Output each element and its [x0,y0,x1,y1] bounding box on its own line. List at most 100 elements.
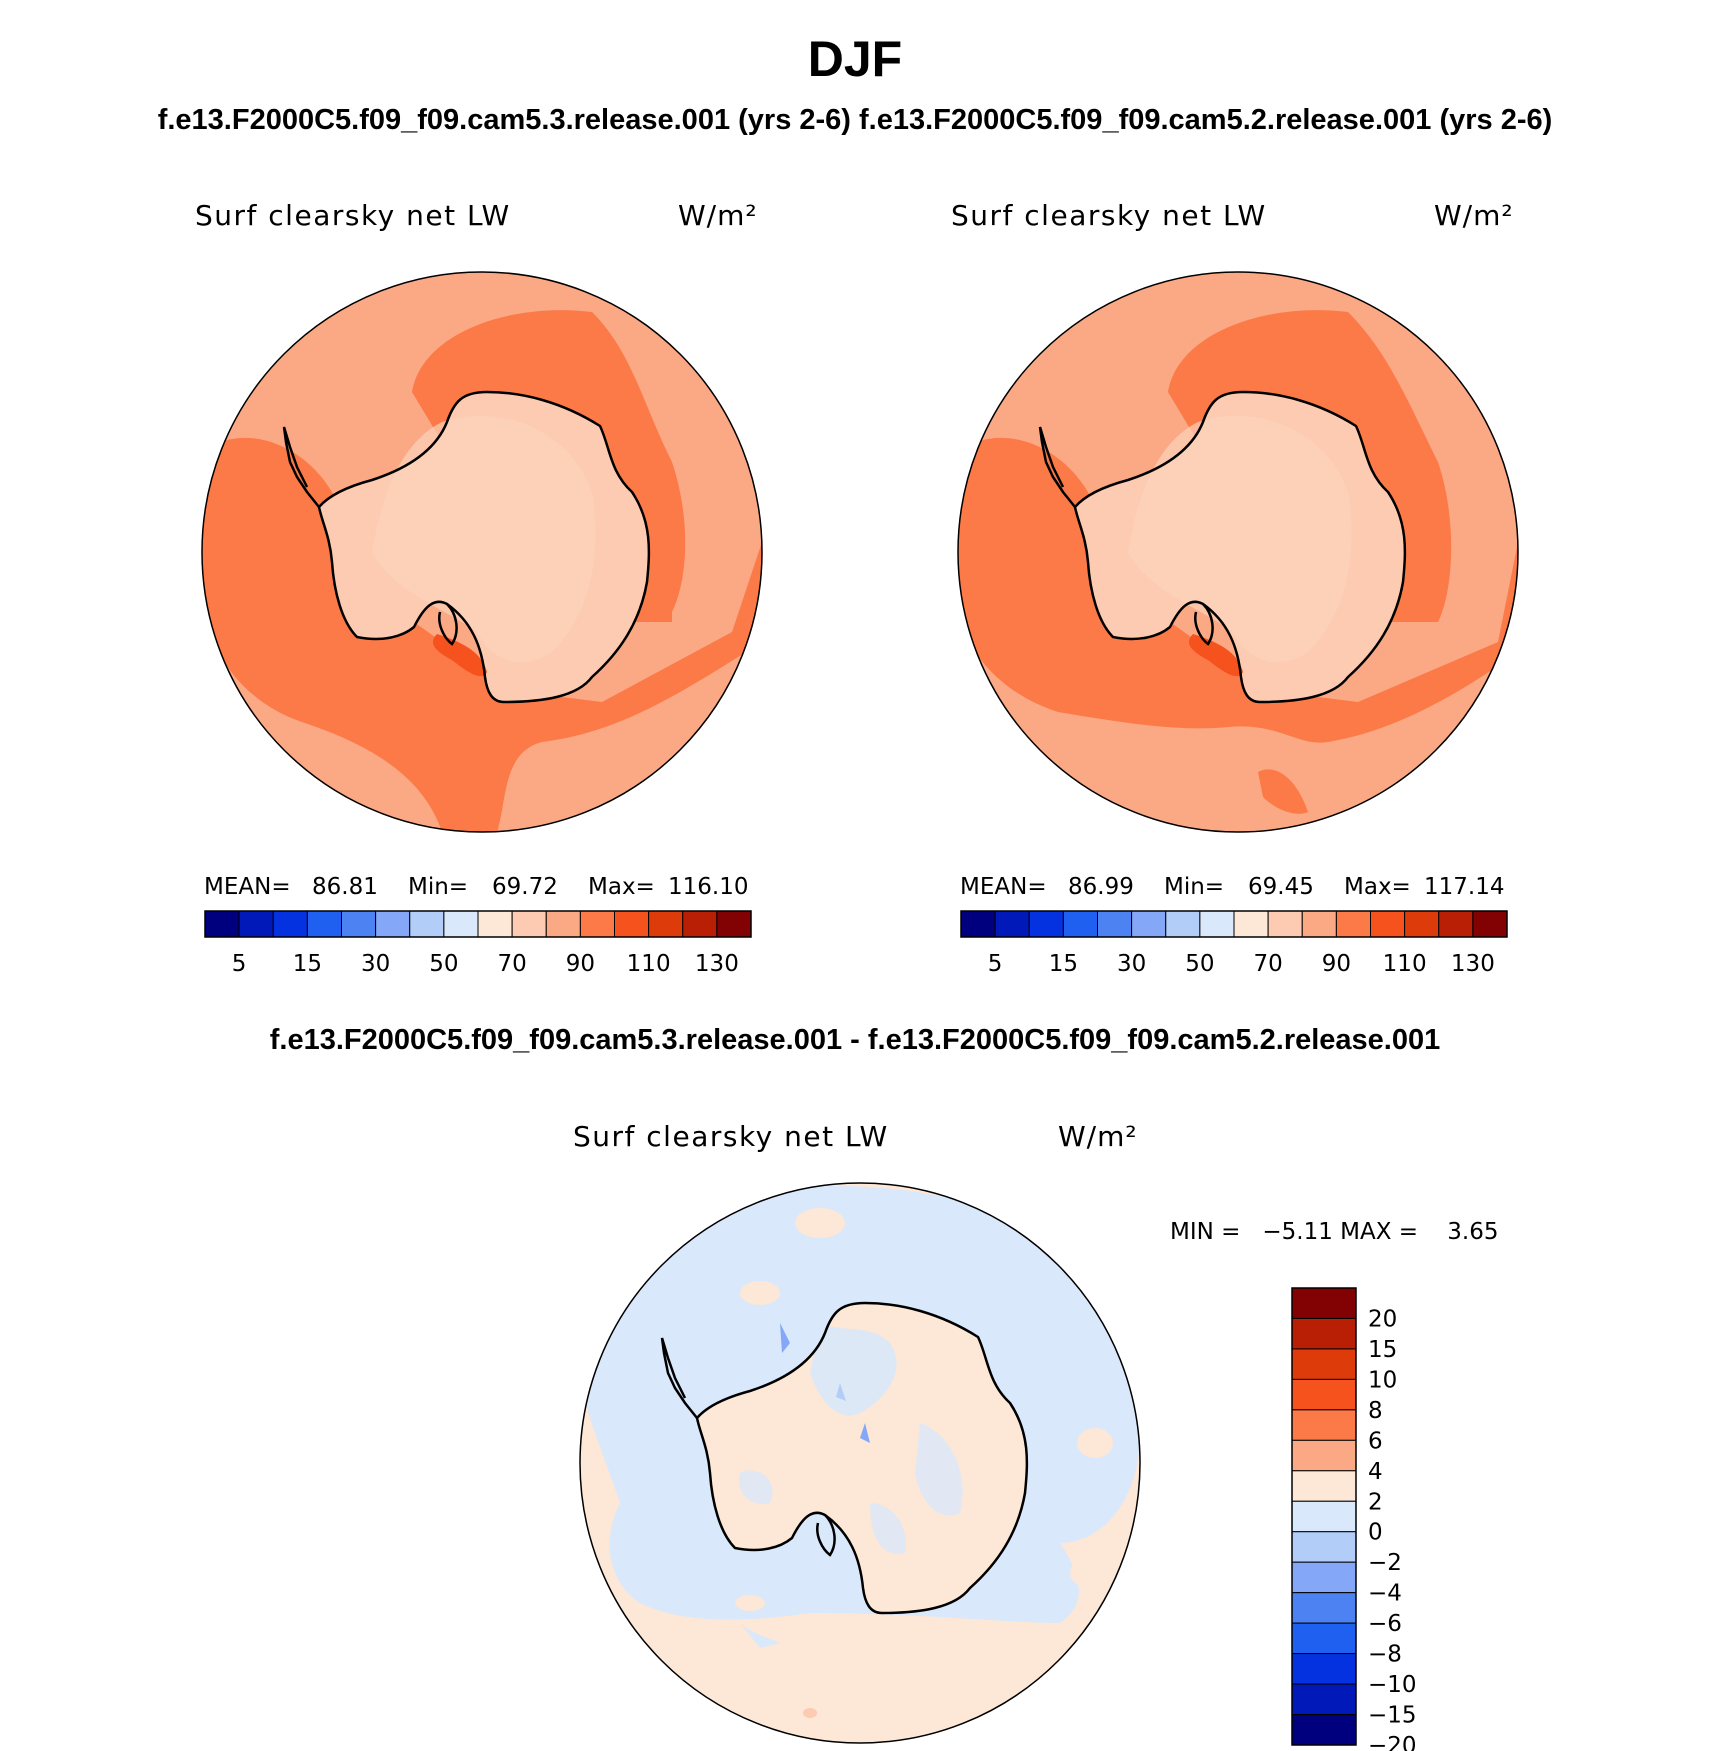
colorbar-swatch [1370,910,1406,938]
colorbar-swatch [1291,1683,1357,1716]
colorbar-swatch [1291,1531,1357,1563]
colorbar-swatch [1291,1653,1357,1685]
colorbar-tick-label: 50 [429,951,458,977]
colorbar-swatch [1062,910,1098,938]
panel-2-max-value: 117.14 [1424,874,1504,900]
colorbar-tick-label: 5 [232,951,247,977]
colorbar-swatch [1291,1500,1357,1533]
colorbar-tick-label: 5 [988,951,1003,977]
colorbar-swatch [511,910,547,938]
colorbar-frame [204,910,752,938]
colorbar-tick-label: −20 [1368,1733,1417,1751]
panel-1-mean-label: MEAN= [204,874,291,900]
colorbar-frame [960,910,1508,938]
colorbar-swatch [1199,910,1235,938]
map-panel-1 [201,271,763,833]
panel-1-min-value: 69.72 [492,874,558,900]
colorbar-tick-label: −15 [1368,1703,1417,1729]
panel-2-title: Surf clearsky net LW [951,199,1267,232]
colorbar-swatch [682,910,718,938]
colorbar-tick-label: 6 [1368,1428,1383,1454]
colorbar-swatch [1291,1317,1357,1350]
colorbar-tick-label: −4 [1368,1581,1402,1607]
colorbar-tick-label: 15 [293,951,322,977]
colorbar-swatch [1028,910,1064,938]
colorbar-swatch [1291,1714,1357,1746]
panel-2-min-value: 69.45 [1248,874,1314,900]
colorbar-swatch [341,910,377,938]
colorbar-swatch [614,910,650,938]
map-panel-difference [579,1182,1141,1744]
colorbar-swatch [409,910,445,938]
panel-1-max-label: Max= [588,874,655,900]
colorbar-tick-label: 70 [1253,951,1282,977]
colorbar-swatch [1291,1622,1357,1655]
colorbar-tick-label: 50 [1185,951,1214,977]
colorbar-tick-label: 110 [1383,951,1427,977]
panel-1-colorbar: 5 15 30 50 70 90 110 130 [204,910,752,977]
colorbar-swatch [1291,1470,1357,1502]
panel-1-title: Surf clearsky net LW [195,199,511,232]
colorbar-tick-label: −8 [1368,1642,1402,1668]
colorbar-swatch [375,910,411,938]
colorbar-tick-label: 10 [1368,1367,1397,1393]
colorbar-swatch [579,910,615,938]
colorbar-swatch [272,910,308,938]
colorbar-swatch [1097,910,1133,938]
colorbar-swatch [1291,1378,1357,1411]
colorbar-swatch [1267,910,1303,938]
colorbar-swatch [1131,910,1167,938]
panel-1-min-label: Min= [408,874,468,900]
panel-1-max-value: 116.10 [668,874,748,900]
colorbar-swatch [306,910,342,938]
colorbar-tick-label: 90 [1322,951,1351,977]
colorbar-swatch [1404,910,1440,938]
colorbar-swatch [1233,910,1269,938]
figure-title: DJF [807,31,903,87]
panel-2-max-label: Max= [1344,874,1411,900]
colorbar-swatch [477,910,513,938]
case-titles: f.e13.F2000C5.f09_f09.cam5.3.release.001… [157,104,1553,136]
panel-2-min-label: Min= [1164,874,1224,900]
colorbar-swatch [1291,1561,1357,1594]
colorbar-swatch [204,910,240,938]
panel-2-colorbar: 5 15 30 50 70 90 110 130 [960,910,1508,977]
colorbar-tick-label: −2 [1368,1550,1402,1576]
colorbar-frame [1291,1287,1357,1746]
colorbar-tick-label: 110 [627,951,671,977]
colorbar-tick-label: 70 [497,951,526,977]
panel-2-mean-label: MEAN= [960,874,1047,900]
colorbar-tick-label: 20 [1368,1306,1397,1332]
colorbar-swatch [1291,1287,1357,1319]
colorbar-tick-label: 15 [1368,1337,1397,1363]
colorbar-swatch [1165,910,1201,938]
panel-2-stats: MEAN= 86.99 Min= 69.45 Max= 117.14 [960,874,1504,900]
colorbar-tick-label: 2 [1368,1489,1383,1515]
colorbar-swatch [1335,910,1371,938]
panel-1-stats: MEAN= 86.81 Min= 69.72 Max= 116.10 [204,874,748,900]
colorbar-tick-label: 130 [1451,951,1495,977]
colorbar-tick-label: 0 [1368,1520,1383,1546]
colorbar-swatch [716,910,752,938]
colorbar-tick-label: 30 [361,951,390,977]
colorbar-swatch [1438,910,1474,938]
colorbar-swatch [1291,1439,1357,1472]
colorbar-swatch [443,910,479,938]
colorbar-tick-label: 130 [695,951,739,977]
colorbar-tick-label: 8 [1368,1398,1383,1424]
colorbar-swatch [1291,1348,1357,1380]
colorbar-tick-label: 15 [1049,951,1078,977]
colorbar-swatch [1291,1592,1357,1624]
colorbar-swatch [1291,1409,1357,1441]
panel-3-units: W/m² [1058,1120,1138,1153]
colorbar-swatch [238,910,274,938]
panel-1-units: W/m² [678,199,758,232]
colorbar-tick-label: 90 [566,951,595,977]
colorbar-tick-label: 4 [1368,1459,1383,1485]
colorbar-swatch [1301,910,1337,938]
colorbar-swatch [545,910,581,938]
panel-3-stats: MIN = −5.11 MAX = 3.65 [1170,1219,1499,1245]
panel-3-title: Surf clearsky net LW [573,1120,889,1153]
